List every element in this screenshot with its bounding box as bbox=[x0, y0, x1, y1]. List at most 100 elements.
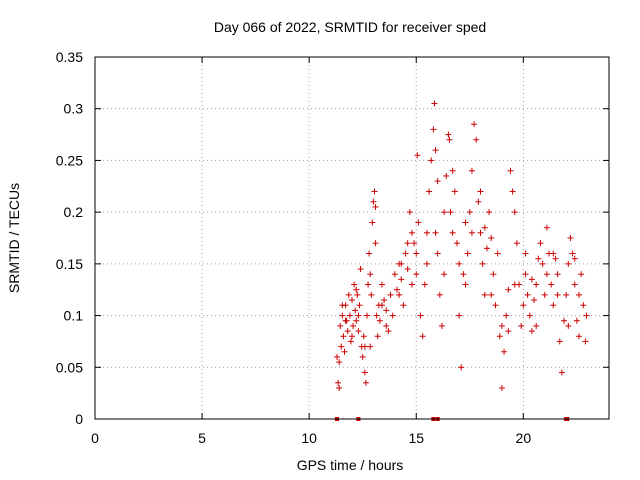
data-point bbox=[490, 271, 497, 278]
data-point bbox=[335, 379, 342, 386]
data-point bbox=[345, 291, 352, 298]
data-point bbox=[528, 328, 535, 335]
data-point bbox=[558, 369, 565, 376]
data-point bbox=[365, 281, 372, 288]
y-tick-label: 0.05 bbox=[56, 359, 83, 375]
data-point bbox=[423, 229, 430, 236]
data-point bbox=[408, 229, 415, 236]
data-point bbox=[340, 333, 347, 340]
data-point bbox=[406, 209, 413, 216]
data-point bbox=[576, 333, 583, 340]
y-tick-label: 0.1 bbox=[64, 308, 84, 324]
data-point bbox=[404, 240, 411, 247]
data-point bbox=[498, 384, 505, 391]
data-point bbox=[441, 271, 448, 278]
data-point bbox=[576, 291, 583, 298]
data-point bbox=[550, 302, 557, 309]
data-point bbox=[505, 286, 512, 293]
data-point bbox=[393, 286, 400, 293]
y-tick-label: 0 bbox=[75, 411, 83, 427]
data-point bbox=[556, 338, 563, 345]
y-tick-label: 0.15 bbox=[56, 256, 83, 272]
data-point bbox=[398, 276, 405, 283]
data-point bbox=[432, 147, 439, 154]
data-point bbox=[443, 172, 450, 179]
data-point bbox=[526, 312, 533, 319]
data-point bbox=[477, 188, 484, 195]
data-point bbox=[486, 209, 493, 216]
data-point bbox=[413, 250, 420, 257]
data-point bbox=[391, 271, 398, 278]
data-point bbox=[339, 312, 346, 319]
data-point bbox=[571, 281, 578, 288]
data-point bbox=[466, 209, 473, 216]
data-point bbox=[357, 266, 364, 273]
data-point bbox=[396, 291, 403, 298]
data-point bbox=[503, 312, 510, 319]
data-point bbox=[336, 359, 343, 366]
data-point bbox=[488, 291, 495, 298]
data-point bbox=[453, 240, 460, 247]
data-point bbox=[336, 384, 343, 391]
data-point bbox=[351, 281, 358, 288]
grid bbox=[95, 57, 609, 419]
data-point bbox=[438, 322, 445, 329]
data-point bbox=[451, 188, 458, 195]
data-point bbox=[413, 271, 420, 278]
data-point bbox=[374, 333, 381, 340]
data-point bbox=[346, 312, 353, 319]
data-point bbox=[338, 343, 345, 350]
data-point bbox=[513, 240, 520, 247]
data-point bbox=[441, 209, 448, 216]
data-point bbox=[533, 322, 540, 329]
data-point bbox=[404, 266, 411, 273]
x-tick-label: 15 bbox=[408, 430, 424, 446]
data-point bbox=[565, 322, 572, 329]
data-point bbox=[580, 302, 587, 309]
data-point bbox=[543, 271, 550, 278]
data-point bbox=[520, 302, 527, 309]
data-point bbox=[371, 188, 378, 195]
data-point bbox=[458, 364, 465, 371]
data-point bbox=[367, 271, 374, 278]
data-point bbox=[492, 302, 499, 309]
data-point bbox=[563, 291, 570, 298]
x-tick-label: 0 bbox=[91, 430, 99, 446]
data-point bbox=[528, 276, 535, 283]
data-point bbox=[383, 322, 390, 329]
data-point bbox=[368, 291, 375, 298]
data-point bbox=[430, 126, 437, 133]
data-point bbox=[426, 188, 433, 195]
data-point bbox=[353, 286, 360, 293]
data-point bbox=[524, 291, 531, 298]
data-point bbox=[434, 178, 441, 185]
data-point bbox=[464, 250, 471, 257]
data-point bbox=[554, 291, 561, 298]
data-point bbox=[367, 343, 374, 350]
data-point bbox=[378, 281, 385, 288]
data-point bbox=[355, 312, 362, 319]
data-point bbox=[408, 281, 415, 288]
data-point bbox=[359, 353, 366, 360]
data-point bbox=[387, 291, 394, 298]
data-point bbox=[369, 219, 376, 226]
data-point bbox=[535, 255, 542, 262]
data-point bbox=[483, 245, 490, 252]
data-point bbox=[449, 167, 456, 174]
data-point bbox=[456, 312, 463, 319]
data-point bbox=[432, 229, 439, 236]
data-point bbox=[372, 203, 379, 210]
y-tick-label: 0.35 bbox=[56, 49, 83, 65]
data-point bbox=[471, 121, 478, 128]
data-point bbox=[411, 240, 418, 247]
data-point bbox=[417, 312, 424, 319]
y-axis-label: SRMTID / TECUs bbox=[6, 183, 22, 293]
data-point bbox=[366, 250, 373, 257]
data-point bbox=[496, 333, 503, 340]
data-point bbox=[578, 271, 585, 278]
data-point bbox=[383, 307, 390, 314]
data-point bbox=[423, 260, 430, 267]
data-point bbox=[537, 240, 544, 247]
data-point bbox=[498, 322, 505, 329]
